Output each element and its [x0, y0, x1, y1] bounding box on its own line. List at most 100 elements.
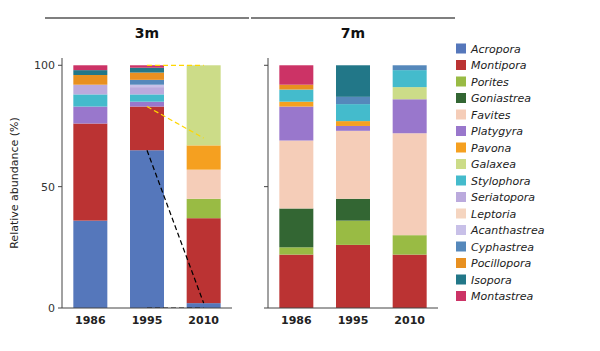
legend-swatch	[456, 291, 466, 301]
legend-label: Montipora	[471, 59, 527, 72]
plot-area: AcroporaMontiporaPoritesGoniastreaFavite…	[279, 65, 426, 308]
bar-segment: Pocillopora	[279, 85, 313, 90]
legend-label: Pocillopora	[471, 257, 532, 270]
x-tick-label: 1986	[75, 314, 106, 327]
legend-swatch	[456, 242, 466, 252]
y-tick	[58, 308, 62, 309]
y-tick	[264, 308, 268, 309]
bar-segment: Montipora	[393, 255, 427, 308]
bar-segment: Montipora	[130, 107, 164, 151]
reference-line	[147, 150, 204, 303]
bar-segment: Stylophora	[73, 94, 107, 106]
bar-segment: Cyphastrea	[130, 80, 164, 85]
bar-segment: Seriatopora	[73, 85, 107, 95]
bar-segment: Cyphastrea	[336, 97, 370, 104]
legend-swatch	[456, 110, 466, 120]
y-axis-label: Relative abundance (%)	[8, 117, 21, 249]
bar-segment: Stylophora	[336, 104, 370, 121]
bar-segment: Acropora	[73, 221, 107, 308]
y-tick	[264, 186, 268, 187]
reference-line	[147, 65, 204, 66]
bar-segment: Stylophora	[130, 94, 164, 101]
legend-label: Seriatopora	[471, 191, 535, 204]
legend-label: Acropora	[470, 43, 521, 56]
legend-label: Acanthastrea	[470, 224, 545, 237]
bar-segment: Pocillopora	[73, 75, 107, 85]
bar-segment: Montastrea	[73, 65, 107, 70]
y-tick-label: 100	[34, 59, 55, 72]
legend-label: Stylophora	[471, 175, 531, 188]
legend-swatch	[456, 192, 466, 202]
bar-segment: Pavona	[187, 145, 221, 169]
bar-segment: Isopora	[393, 65, 427, 66]
legend-label: Montastrea	[471, 290, 534, 303]
x-tick-label: 2010	[188, 314, 219, 327]
x-tick-label: 1995	[132, 314, 163, 327]
bar-segment: Stylophora	[393, 70, 427, 87]
bar-segment: Pavona	[279, 102, 313, 107]
x-tick-label: 2010	[394, 314, 425, 327]
legend-swatch	[456, 44, 466, 54]
y-tick-label: 50	[41, 181, 55, 194]
bar-segment: Platygyra	[130, 102, 164, 107]
panel: AcroporaMontiporaPoritesGoniastreaFavite…	[251, 18, 455, 327]
legend-swatch	[456, 275, 466, 285]
x-tick-label: 1986	[281, 314, 312, 327]
bar-segment: Porites	[279, 247, 313, 254]
legend-label: Galaxea	[471, 158, 516, 171]
bar-segment: Montastrea	[393, 65, 427, 66]
legend-label: Favites	[471, 109, 511, 122]
bar-segment: Favites	[187, 170, 221, 199]
legend-label: Platygyra	[471, 125, 523, 138]
bar-segment: Montastrea	[279, 65, 313, 84]
title-overline	[45, 17, 249, 18]
legend-label: Leptoria	[471, 208, 517, 221]
legend-swatch	[456, 143, 466, 153]
bar-segment: Montipora	[187, 218, 221, 303]
bar-segment: Isopora	[73, 70, 107, 75]
legend-swatch	[456, 93, 466, 103]
bar-segment: Platygyra	[73, 107, 107, 124]
y-tick	[58, 186, 62, 187]
bar-segment: Goniastrea	[279, 208, 313, 247]
y-tick	[264, 65, 268, 66]
legend-label: Isopora	[471, 274, 512, 287]
legend-swatch	[456, 258, 466, 268]
legend-swatch	[456, 225, 466, 235]
y-tick	[58, 65, 62, 66]
reference-line	[147, 107, 204, 139]
bar-segment: Favites	[279, 141, 313, 209]
bar-segment: Galaxea	[187, 65, 221, 145]
legend-swatch	[456, 60, 466, 70]
legend-swatch	[456, 176, 466, 186]
bar-segment: Acanthastrea	[130, 85, 164, 87]
chart-svg: AcroporaMontiporaPoritesGoniastreaFavite…	[0, 0, 600, 351]
legend-label: Porites	[471, 76, 509, 89]
bar-segment: Seriatopora	[130, 87, 164, 94]
bar-segment: Porites	[187, 199, 221, 218]
bar-segment: Isopora	[336, 65, 370, 97]
bar-segment: Favites	[393, 133, 427, 235]
bar-segment: Acropora	[130, 150, 164, 308]
bar-segment: Galaxea	[393, 87, 427, 99]
y-axis	[62, 58, 63, 308]
legend-label: Pavona	[471, 142, 512, 155]
bar-segment: Favites	[336, 131, 370, 199]
legend-swatch	[456, 126, 466, 136]
bar-segment: Isopora	[130, 68, 164, 73]
y-tick-label: 0	[48, 302, 55, 315]
bar-segment: Cyphastrea	[393, 65, 427, 70]
bar-segment: Goniastrea	[336, 199, 370, 221]
panel: AcroporaMontiporaPoritesGoniastreaFavite…	[8, 18, 249, 327]
x-axis	[62, 308, 232, 309]
x-axis	[268, 308, 438, 309]
bar-segment: Pocillopora	[393, 65, 427, 66]
bar-segment: Montipora	[279, 255, 313, 308]
x-tick-label: 1995	[338, 314, 369, 327]
bar-segment: Platygyra	[336, 126, 370, 131]
bar-segment: Platygyra	[279, 107, 313, 141]
bar-segment: Montipora	[73, 124, 107, 221]
bar-segment: Platygyra	[393, 99, 427, 133]
plot-area: AcroporaMontiporaPoritesGoniastreaFavite…	[73, 65, 220, 308]
title: 3m	[135, 25, 159, 41]
